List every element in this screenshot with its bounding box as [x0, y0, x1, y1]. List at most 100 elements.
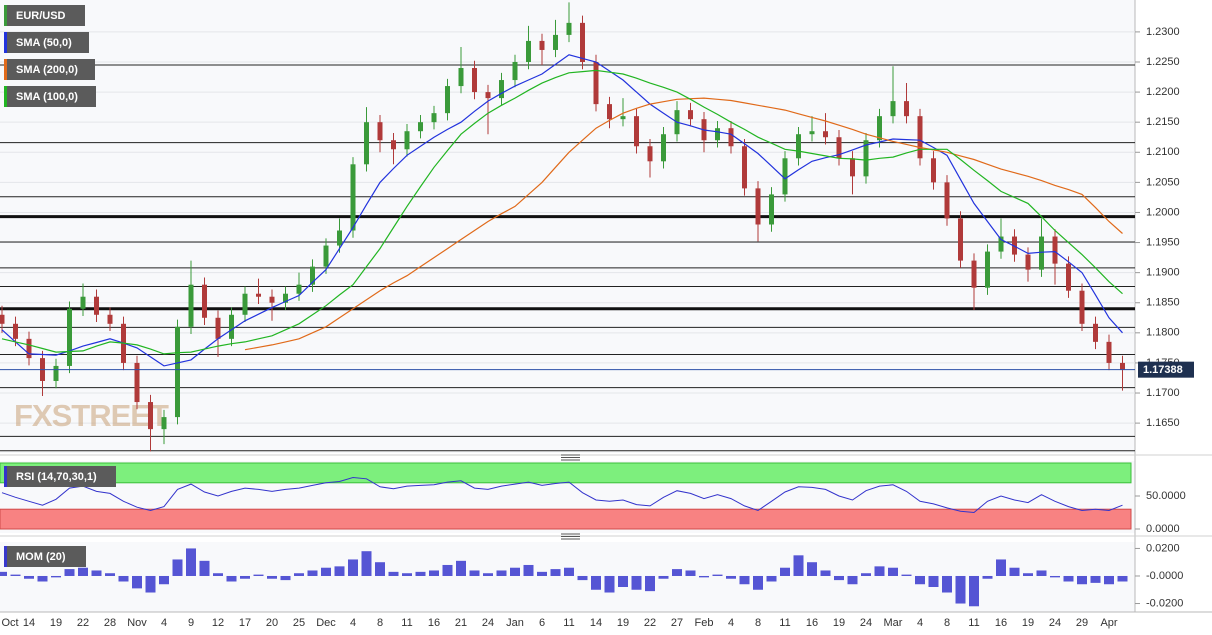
x-tick-label: 8 [944, 617, 950, 629]
last-price-badge [1138, 361, 1194, 378]
candle-body [647, 146, 653, 162]
legend-swatch [4, 5, 7, 26]
indicator-box[interactable] [4, 546, 86, 567]
candle-body [337, 230, 342, 246]
mom-bar [226, 575, 237, 582]
mom-bar [766, 575, 777, 582]
x-tick-label: 4 [728, 617, 734, 629]
mom-bar [510, 567, 520, 576]
overbought-zone [0, 462, 1132, 484]
candle-body [377, 122, 383, 141]
mom-bar [213, 573, 223, 576]
candle-body [890, 101, 896, 117]
mom-bar [564, 567, 574, 576]
x-tick-label: Nov [127, 617, 147, 629]
candle-body [715, 128, 720, 141]
mom-bar [118, 575, 129, 582]
mom-bar [51, 575, 61, 578]
legend-box[interactable] [4, 59, 95, 80]
candle-body [418, 122, 423, 132]
candle-body [202, 284, 207, 318]
mom-bar [388, 571, 399, 576]
candle-body [809, 131, 815, 135]
oversold-zone [0, 508, 1132, 530]
mom-bar [739, 575, 750, 585]
mom-bar [294, 573, 304, 576]
candle-body [458, 68, 464, 87]
mom-bar [0, 571, 7, 576]
x-tick-label: 22 [644, 617, 656, 629]
last-price-label: 1.17388 [1143, 364, 1183, 376]
candle-body [391, 140, 396, 150]
x-tick-label: 25 [293, 617, 305, 629]
candle-body [998, 236, 1004, 252]
mom-bar [199, 560, 210, 576]
mom-bar [1050, 575, 1060, 578]
mom-bar [847, 575, 858, 585]
legend-label: SMA (50,0) [16, 37, 72, 49]
mom-bar [24, 575, 34, 579]
y-tick-label: -0.0000 [1146, 570, 1183, 582]
legend-box[interactable] [4, 5, 85, 26]
mom-bar [996, 559, 1006, 576]
candle-body [985, 251, 990, 288]
x-tick-label: 20 [266, 617, 278, 629]
candle-body [742, 146, 747, 189]
x-tick-label: 16 [428, 617, 440, 629]
mom-bar [456, 560, 466, 576]
candle-body [607, 104, 612, 120]
mom-bar [402, 573, 412, 576]
mom-bar [537, 571, 547, 576]
mom-bar [1036, 570, 1047, 576]
candle-body [1093, 323, 1098, 342]
x-tick-label: 11 [401, 617, 412, 629]
x-tick-label: 22 [77, 617, 89, 629]
candle-body [1106, 341, 1112, 363]
candle-body [526, 40, 531, 62]
y-tick-label: 1.1950 [1146, 236, 1180, 248]
mom-bar [91, 570, 102, 576]
legend-swatch [4, 59, 7, 80]
mom-bar [834, 575, 844, 581]
candle-body [917, 116, 923, 159]
x-tick-label: 4 [917, 617, 923, 629]
candle-body [310, 266, 315, 285]
x-tick-label: 16 [995, 617, 1007, 629]
mom-bar [145, 575, 156, 593]
indicator-box[interactable] [4, 466, 116, 487]
x-tick-label: 24 [482, 617, 494, 629]
candle-body [94, 296, 99, 315]
x-tick-label: 14 [590, 617, 602, 629]
mom-bar [861, 573, 871, 576]
mom-bar [523, 564, 534, 576]
mom-bar [10, 574, 21, 576]
candle-body [512, 61, 518, 81]
mom-bar [982, 575, 993, 579]
x-tick-label: 24 [860, 617, 872, 629]
legend-label: SMA (200,0) [16, 64, 78, 76]
resize-handle[interactable] [561, 454, 580, 461]
candle-body [107, 314, 113, 324]
candle-body [1120, 362, 1125, 370]
mom-bar [726, 575, 736, 579]
legend-box[interactable] [4, 86, 96, 107]
mom-bar [429, 570, 439, 576]
y-tick-label: 1.2150 [1146, 116, 1180, 128]
mom-bar [469, 570, 480, 576]
x-tick-label: 17 [239, 617, 251, 629]
resize-handle[interactable] [561, 533, 580, 540]
legend-box[interactable] [4, 32, 89, 53]
x-tick-label: Jan [506, 617, 524, 629]
candle-body [755, 188, 761, 225]
mom-bar [1023, 573, 1033, 576]
candle-body [296, 284, 302, 294]
candle-body [634, 116, 639, 147]
legend-label: SMA (100,0) [16, 91, 78, 103]
candle-body [944, 182, 950, 219]
mom-bar [807, 562, 817, 576]
legend-label: EUR/USD [16, 10, 66, 22]
mom-bar [955, 575, 966, 604]
mom-bar [631, 575, 642, 590]
